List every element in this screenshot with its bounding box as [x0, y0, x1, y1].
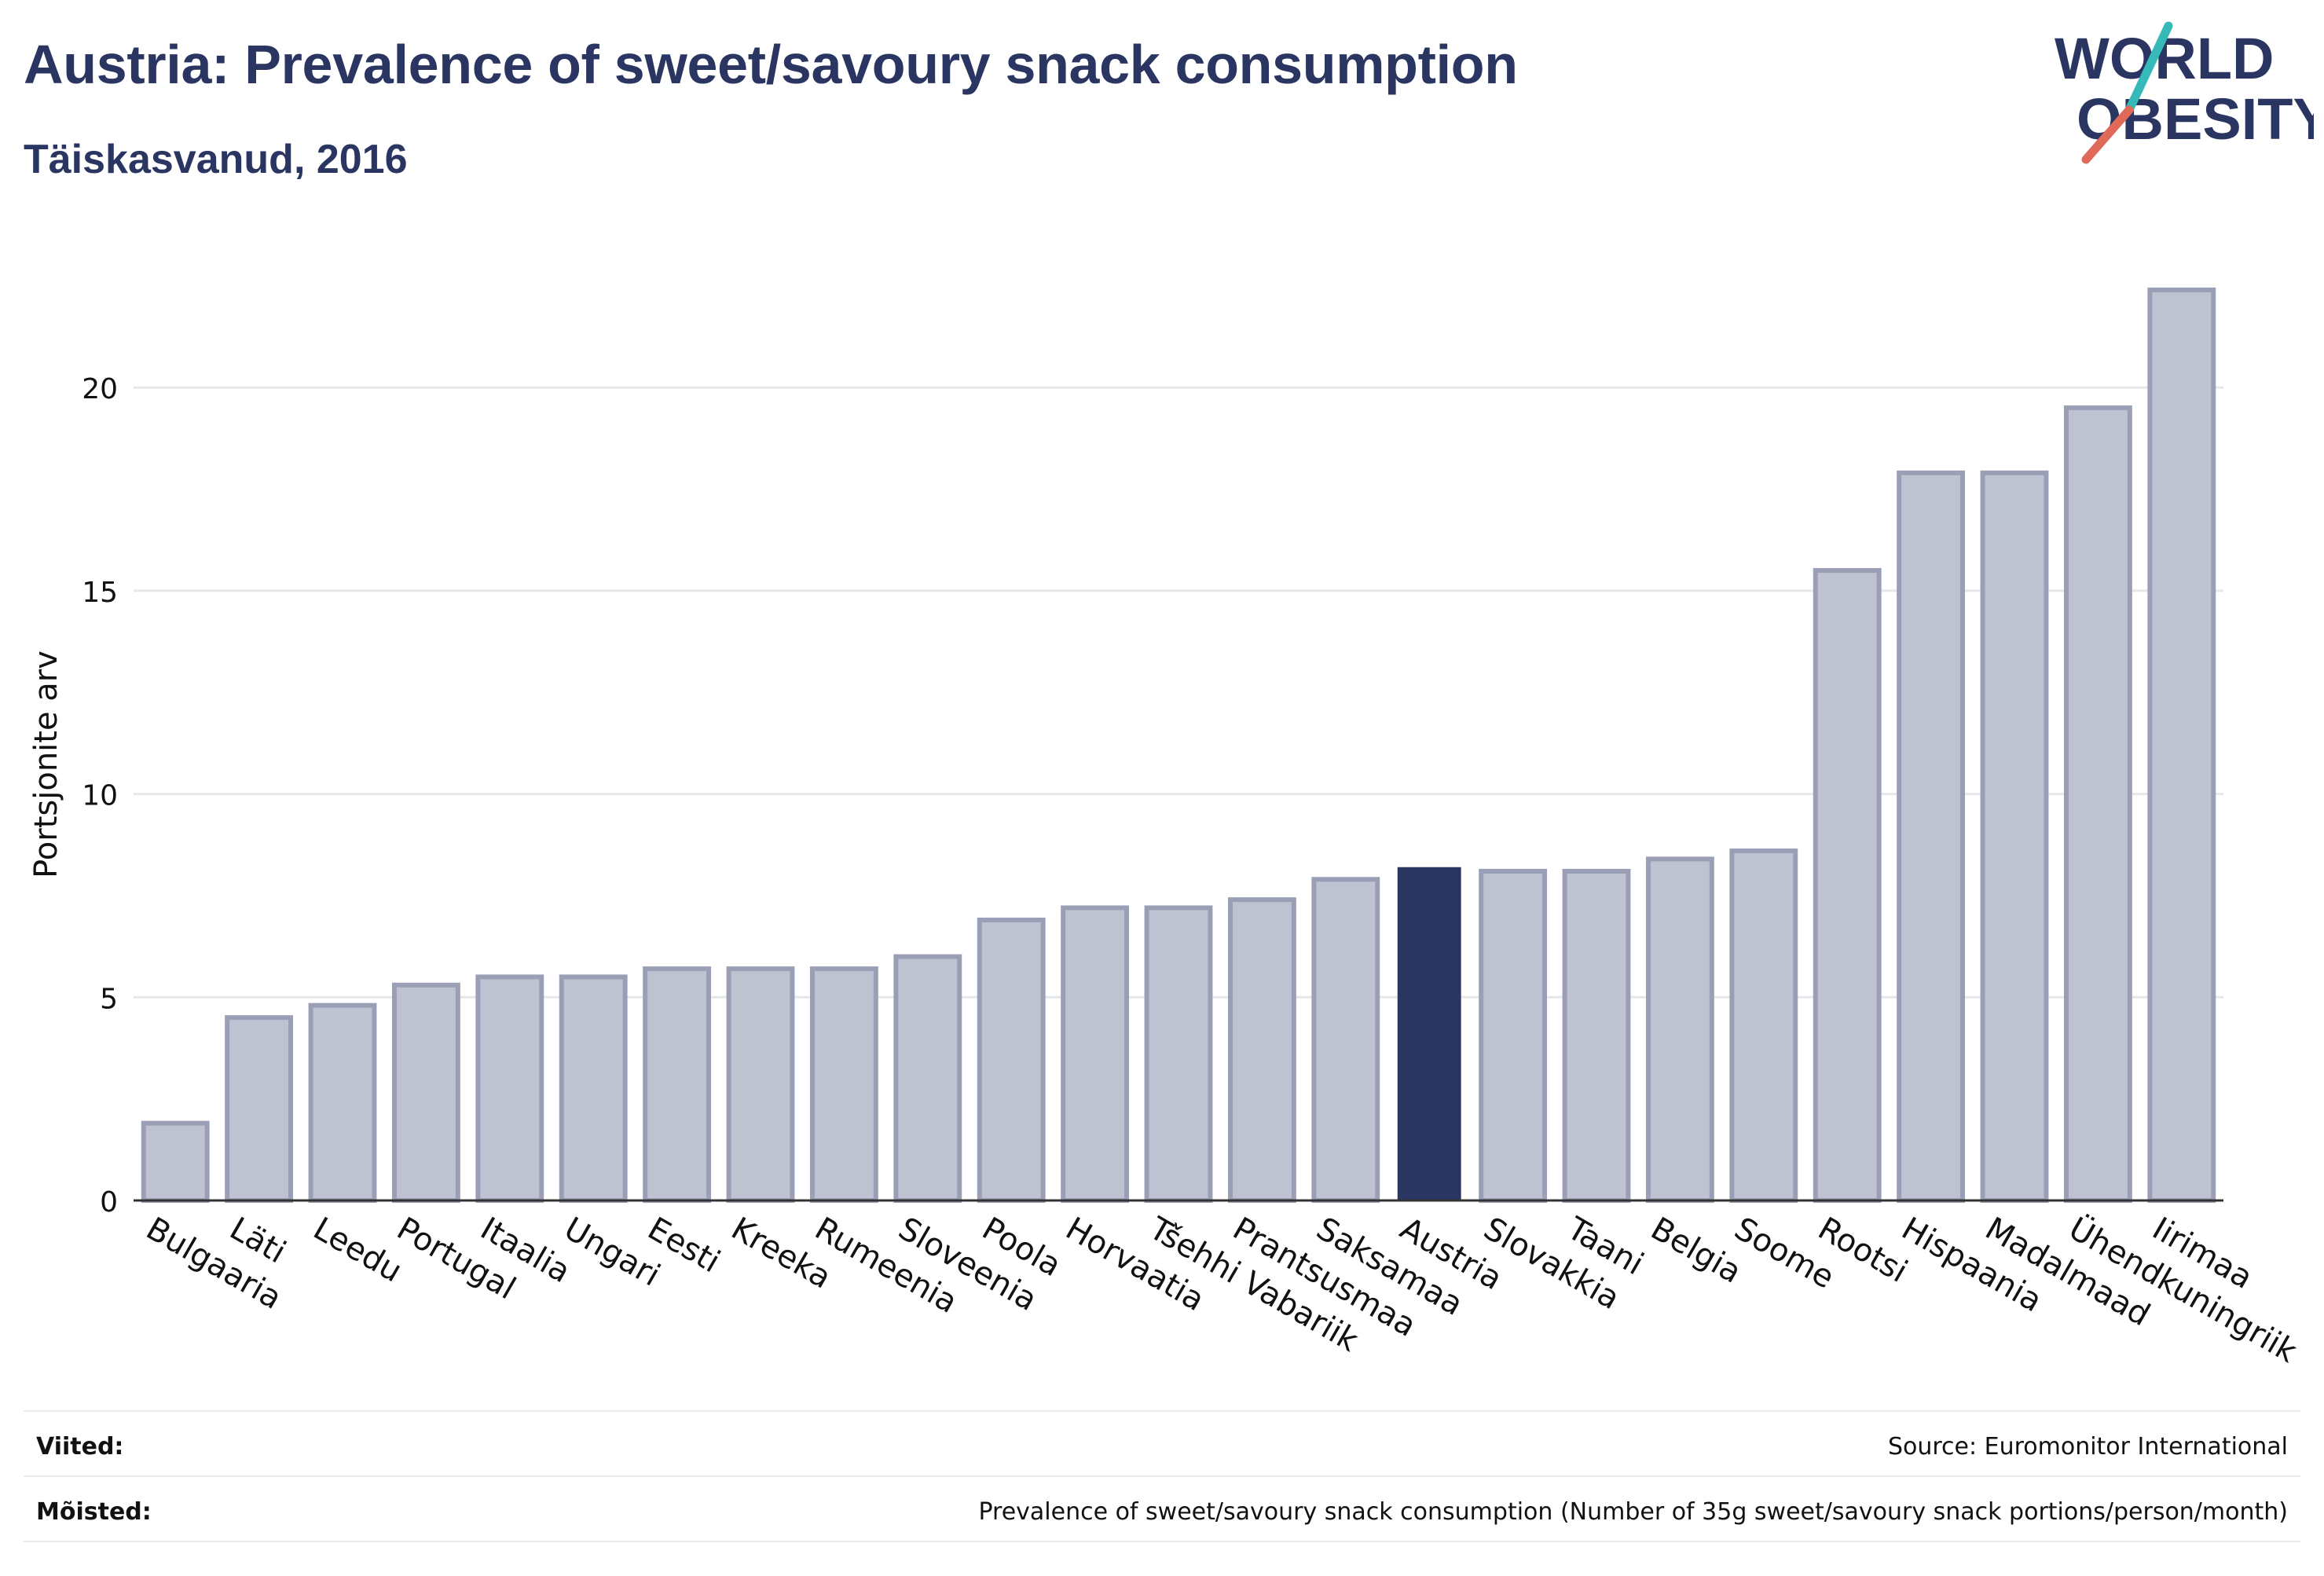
references-label: Viited: [36, 1433, 124, 1461]
bar-Portugal[interactable] [391, 982, 460, 1203]
bar-Saksamaa[interactable] [1311, 877, 1380, 1203]
footer-divider-middle [24, 1475, 2300, 1477]
bar-Poola[interactable] [977, 918, 1046, 1203]
y-tick-label: 15 [82, 577, 118, 609]
footer-divider-bottom [24, 1541, 2300, 1542]
bar-Läti[interactable] [225, 1015, 294, 1204]
footer-references-row: Viited: Source: Euromonitor Internationa… [24, 1414, 2300, 1479]
y-tick-label: 5 [100, 983, 118, 1015]
bar-Slovakkia[interactable] [1479, 868, 1548, 1204]
bar-Horvaatia[interactable] [1061, 905, 1130, 1203]
bars [141, 288, 2216, 1204]
bar-Bulgaaria[interactable] [141, 1120, 210, 1204]
page-title: Austria: Prevalence of sweet/savoury sna… [24, 34, 1518, 95]
x-tick-label: Belgia [1644, 1211, 1747, 1291]
definitions-label: Mõisted: [36, 1498, 152, 1526]
logo-slash-red [2081, 105, 2134, 164]
logo-slash-teal [2124, 21, 2173, 115]
bar-Prantsusmaa[interactable] [1227, 897, 1296, 1204]
y-axis-label: Portsjonite arv [28, 651, 64, 878]
footer-definitions-row: Mõisted: Prevalence of sweet/savoury sna… [24, 1479, 2300, 1544]
definitions-value: Prevalence of sweet/savoury snack consum… [978, 1498, 2288, 1526]
bar-Belgia[interactable] [1645, 856, 1714, 1204]
x-tick-label: Leedu [307, 1211, 408, 1290]
bar-Soome[interactable] [1729, 848, 1798, 1203]
world-obesity-logo: WORLD OBESITY [2055, 21, 2314, 164]
bar-Rootsi[interactable] [1813, 568, 1882, 1203]
bar-Sloveenia[interactable] [893, 954, 962, 1203]
footer-divider-top [24, 1410, 2300, 1412]
y-tick-label: 0 [100, 1186, 118, 1219]
bar-Itaalia[interactable] [475, 974, 544, 1204]
bar-Rumeenia[interactable] [809, 966, 878, 1203]
bar-Ungari[interactable] [559, 974, 628, 1204]
y-tick-label: 10 [82, 780, 118, 812]
references-value: Source: Euromonitor International [1887, 1433, 2288, 1461]
bar-Tšehhi Vabariik[interactable] [1144, 905, 1213, 1203]
bar-Ühendkuningriik[interactable] [2063, 405, 2132, 1203]
bar-Iirimaa[interactable] [2147, 288, 2216, 1204]
bar-Madalmaad[interactable] [1980, 470, 2049, 1203]
y-tick-label: 20 [82, 373, 118, 405]
bar-Leedu[interactable] [308, 1002, 377, 1204]
page-subtitle: Täiskasvanud, 2016 [24, 137, 408, 182]
bar-Kreeka[interactable] [726, 966, 795, 1203]
bar-Austria[interactable] [1397, 867, 1461, 1200]
bar-Eesti[interactable] [643, 966, 712, 1203]
bar-Taani[interactable] [1562, 868, 1631, 1204]
x-tick-label: Ungari [558, 1211, 665, 1294]
bar-Hispaania[interactable] [1897, 470, 1966, 1203]
